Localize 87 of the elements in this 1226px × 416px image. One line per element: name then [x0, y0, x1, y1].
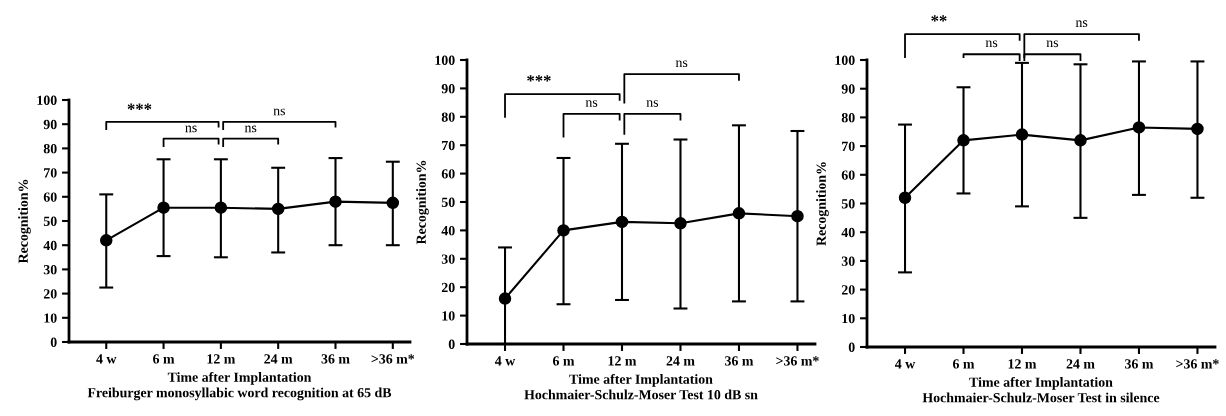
point	[1132, 121, 1146, 134]
y-tick-label: 10	[44, 313, 57, 323]
x-tick-label: 6 m	[552, 356, 575, 366]
x-axis-title: Time after Implantation Hochmaier-Schulz-Moser Test 10 dB sn	[524, 373, 758, 400]
y-axis-title: Recognition%	[18, 179, 31, 264]
x-tick-label: 12 m	[207, 354, 236, 364]
x-tick-label: >36 m*	[1176, 359, 1219, 369]
y-tick-label: 100	[835, 55, 855, 65]
point	[557, 224, 570, 237]
y-tick-label: 60	[441, 169, 455, 179]
annotation: ns	[244, 125, 257, 133]
point	[214, 201, 228, 214]
y-tick-label: 40	[441, 225, 455, 236]
point	[615, 215, 629, 229]
point	[898, 191, 912, 205]
y-tick-label: 0	[848, 342, 855, 352]
text: ns	[1075, 20, 1088, 28]
y-tick-label: 20	[43, 289, 57, 299]
point	[791, 209, 804, 223]
y-tick-label: 70	[442, 140, 455, 151]
y-tick-label: 30	[841, 256, 855, 266]
y-tick-label: 60	[43, 192, 57, 202]
x-tick-label: 4 w	[494, 356, 516, 366]
x-tick-label: >36 m*	[776, 356, 819, 366]
x-tick-label: 4 w	[96, 354, 117, 364]
annotation: ***	[127, 103, 152, 110]
point	[732, 207, 746, 220]
y-tick-label: 80	[841, 112, 855, 123]
y-tick-label: 40	[841, 227, 855, 238]
annotation: ns	[675, 60, 688, 68]
point	[271, 202, 285, 216]
x-tick-label: 6 m	[153, 354, 175, 364]
x-axis-title: Time after Implantation Freiburger monosyllabic word recognition at 65 dB	[87, 371, 392, 401]
point	[386, 196, 400, 210]
point	[957, 134, 970, 147]
x-tick-label: 36 m	[725, 356, 754, 366]
annotation: ns	[646, 100, 659, 107]
text: **	[931, 15, 947, 22]
x-axis-title: Time after Implantation Hochmaier-Schulz-Moser Test in silence	[922, 376, 1160, 403]
y-tick-label: 40	[43, 240, 57, 251]
x-tick-label: >36 m*	[371, 354, 415, 364]
y-tick-label: 30	[441, 254, 455, 264]
x-tick-label: 4 w	[894, 359, 916, 369]
y-tick-label: 30	[43, 264, 57, 275]
annotation: ns	[585, 100, 598, 107]
x-tick-label: 6 m	[952, 359, 975, 369]
point	[1191, 122, 1204, 136]
annotation: ns	[185, 125, 197, 133]
point	[1015, 128, 1029, 141]
y-tick-label: 50	[43, 216, 57, 226]
point	[1074, 134, 1087, 147]
x-tick-label: 12 m	[1008, 359, 1037, 369]
x-tick-label: 24 m	[666, 356, 695, 366]
y-tick-label: 0	[448, 339, 455, 349]
point	[157, 201, 170, 214]
y-tick-label: 20	[441, 282, 455, 293]
y-tick-label: 90	[841, 84, 855, 94]
y-axis-title: Recognition%	[416, 160, 429, 245]
y-tick-label: 100	[37, 95, 57, 105]
y-tick-label: 80	[441, 112, 455, 122]
text: ns	[1046, 40, 1059, 48]
y-tick-label: 70	[44, 168, 57, 178]
y-tick-label: 90	[43, 119, 57, 130]
annotation: ns	[273, 108, 285, 116]
y-tick-label: 20	[841, 285, 855, 295]
y-tick-label: 80	[43, 143, 57, 154]
x-tick-label: 36 m	[1125, 359, 1154, 369]
y-tick-label: 50	[441, 197, 455, 207]
x-tick-label: 36 m	[321, 354, 350, 364]
point	[100, 234, 113, 247]
y-tick-label: 60	[841, 170, 855, 180]
y-tick-label: 70	[842, 141, 855, 152]
x-tick-label: 24 m	[1066, 359, 1095, 369]
y-tick-label: 90	[441, 83, 455, 94]
x-tick-label: 12 m	[608, 356, 637, 366]
annotation: ***	[527, 75, 551, 82]
point	[674, 217, 687, 230]
y-tick-label: 50	[841, 199, 855, 209]
point	[498, 292, 512, 305]
point	[329, 195, 342, 208]
y-tick-label: 0	[50, 337, 57, 347]
text: ns	[985, 40, 998, 48]
y-tick-label: 10	[842, 313, 855, 324]
x-tick-label: 24 m	[264, 354, 293, 364]
y-tick-label: 10	[442, 311, 455, 321]
y-axis-title: Recognition%	[816, 162, 829, 246]
y-tick-label: 100	[435, 55, 455, 65]
